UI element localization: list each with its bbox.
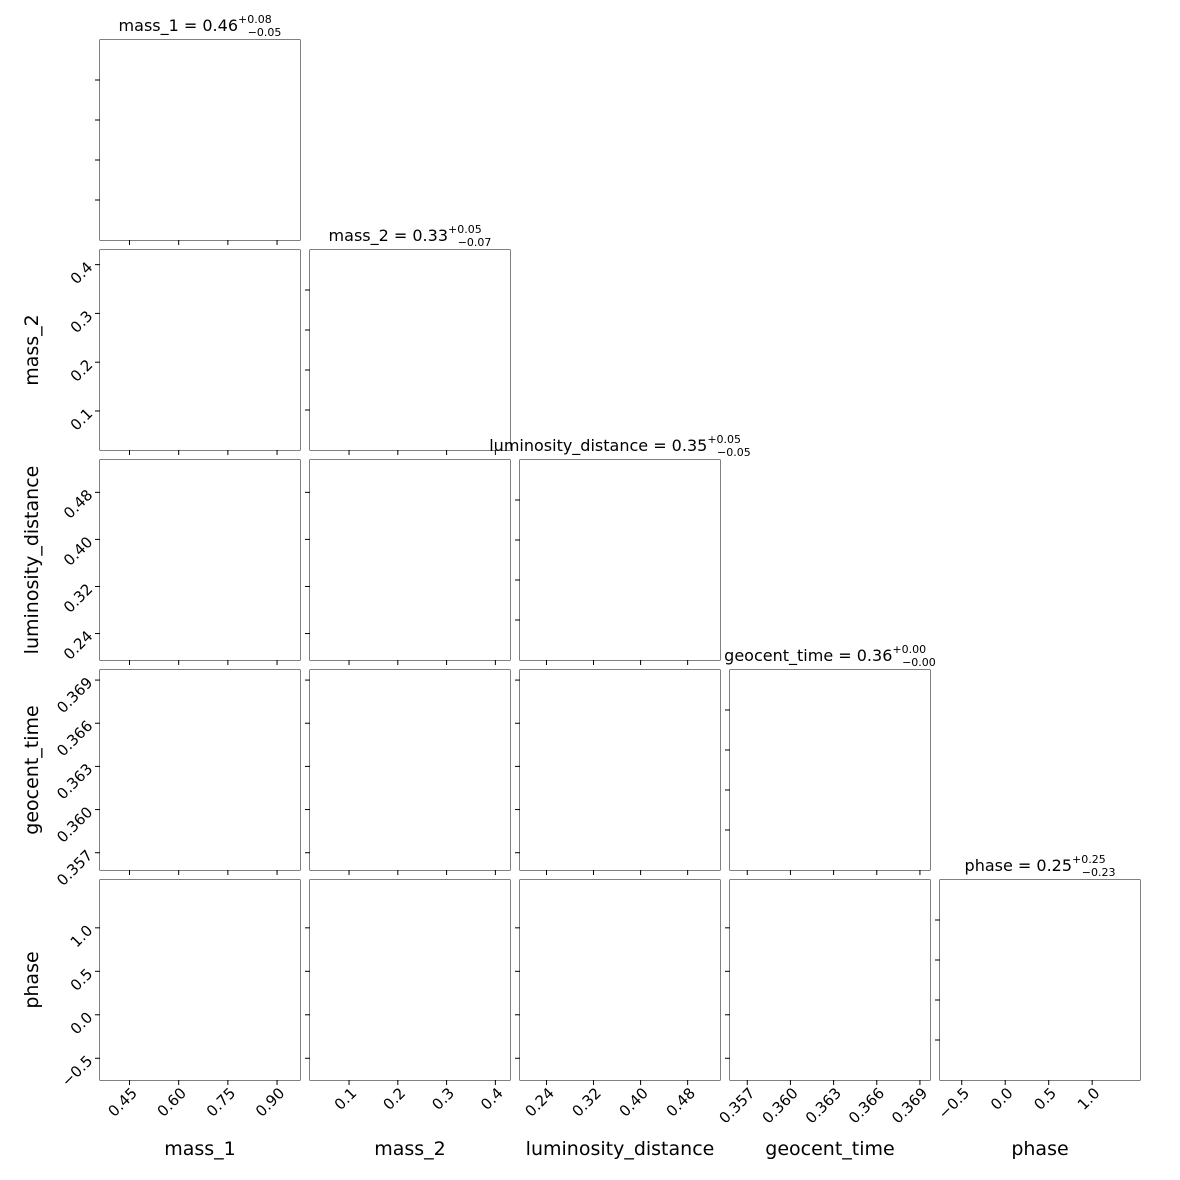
title-mass_2: mass_2 = 0.33+0.05 −0.07	[329, 223, 492, 249]
panel-bg	[100, 250, 300, 450]
title-mass_1: mass_1 = 0.46+0.08 −0.05	[119, 13, 282, 39]
panel-bg	[100, 40, 300, 240]
panel-bg	[310, 250, 510, 450]
